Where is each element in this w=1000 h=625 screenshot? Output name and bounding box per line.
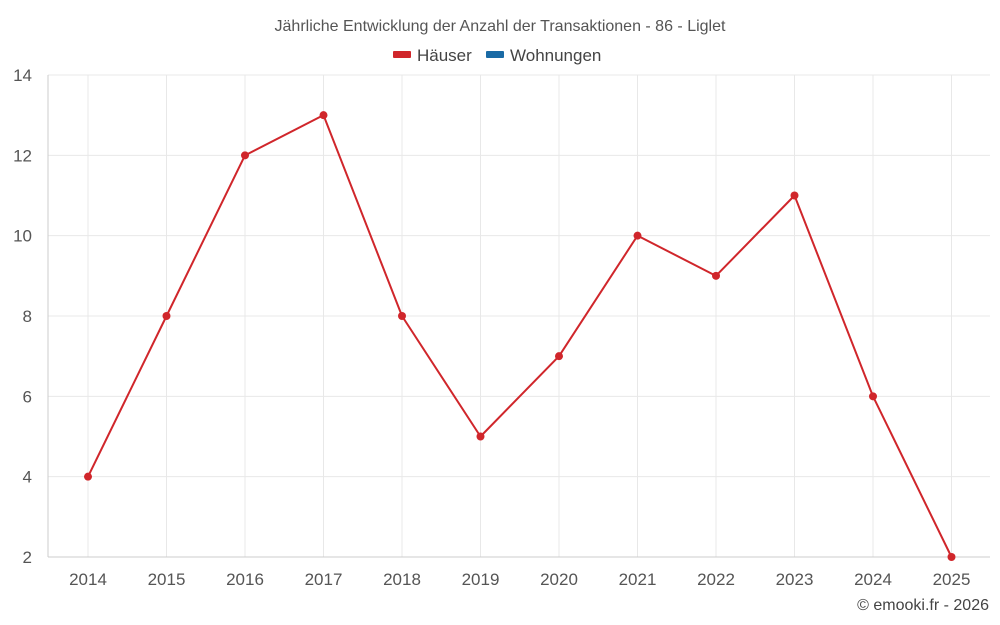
y-tick-label: 4 bbox=[23, 468, 32, 487]
legend-item-houses[interactable]: Häuser bbox=[393, 46, 472, 65]
data-point-houses-2025[interactable] bbox=[947, 553, 956, 561]
copyright-credit: © emooki.fr - 2026 bbox=[857, 597, 989, 614]
x-tick-label: 2018 bbox=[383, 570, 421, 589]
y-tick-label: 12 bbox=[13, 146, 32, 165]
x-tick-label: 2024 bbox=[854, 570, 892, 589]
data-point-houses-2018[interactable] bbox=[398, 312, 406, 320]
data-point-houses-2021[interactable] bbox=[633, 231, 642, 240]
y-tick-label: 10 bbox=[13, 227, 32, 246]
y-tick-label: 8 bbox=[23, 307, 32, 326]
x-tick-label: 2025 bbox=[933, 570, 971, 589]
legend-swatch-houses bbox=[393, 51, 411, 58]
legend: Häuser Wohnungen bbox=[393, 46, 601, 65]
x-tick-label: 2014 bbox=[69, 570, 107, 589]
series-line-houses bbox=[87, 114, 953, 558]
x-tick-label: 2022 bbox=[697, 570, 735, 589]
x-tick-label: 2016 bbox=[226, 570, 264, 589]
data-point-houses-2019[interactable] bbox=[476, 432, 485, 441]
x-tick-label: 2021 bbox=[619, 570, 657, 589]
x-tick-label: 2020 bbox=[540, 570, 578, 589]
data-point-houses-2023[interactable] bbox=[790, 191, 799, 200]
data-point-houses-2020[interactable] bbox=[555, 352, 563, 361]
x-tick-label: 2019 bbox=[462, 570, 500, 589]
series-houses bbox=[84, 111, 956, 561]
legend-item-apartments[interactable]: Wohnungen bbox=[486, 46, 601, 65]
x-axis-ticks: 2014 2015 2016 2017 2018 2019 2020 2021 2022 2023… bbox=[69, 570, 970, 589]
data-point-houses-2015[interactable] bbox=[162, 312, 171, 320]
data-point-houses-2024[interactable] bbox=[869, 392, 877, 401]
data-point-houses-2016[interactable] bbox=[241, 151, 249, 160]
grid bbox=[47, 74, 990, 558]
data-point-houses-2014[interactable] bbox=[84, 472, 92, 481]
x-tick-label: 2017 bbox=[305, 570, 343, 589]
data-point-houses-2022[interactable] bbox=[712, 271, 720, 280]
data-point-houses-2017[interactable] bbox=[319, 111, 328, 120]
y-axis-ticks: 2 4 6 8 10 12 14 bbox=[13, 66, 32, 567]
y-tick-label: 6 bbox=[23, 387, 32, 406]
legend-label-apartments: Wohnungen bbox=[510, 46, 601, 65]
y-tick-label: 2 bbox=[23, 548, 32, 567]
x-tick-label: 2023 bbox=[776, 570, 814, 589]
y-tick-label: 14 bbox=[13, 66, 32, 85]
legend-swatch-apartments bbox=[486, 51, 504, 58]
legend-label-houses: Häuser bbox=[417, 46, 472, 65]
x-tick-label: 2015 bbox=[148, 570, 186, 589]
chart-title: Jährliche Entwicklung der Anzahl der Tra… bbox=[275, 18, 726, 35]
